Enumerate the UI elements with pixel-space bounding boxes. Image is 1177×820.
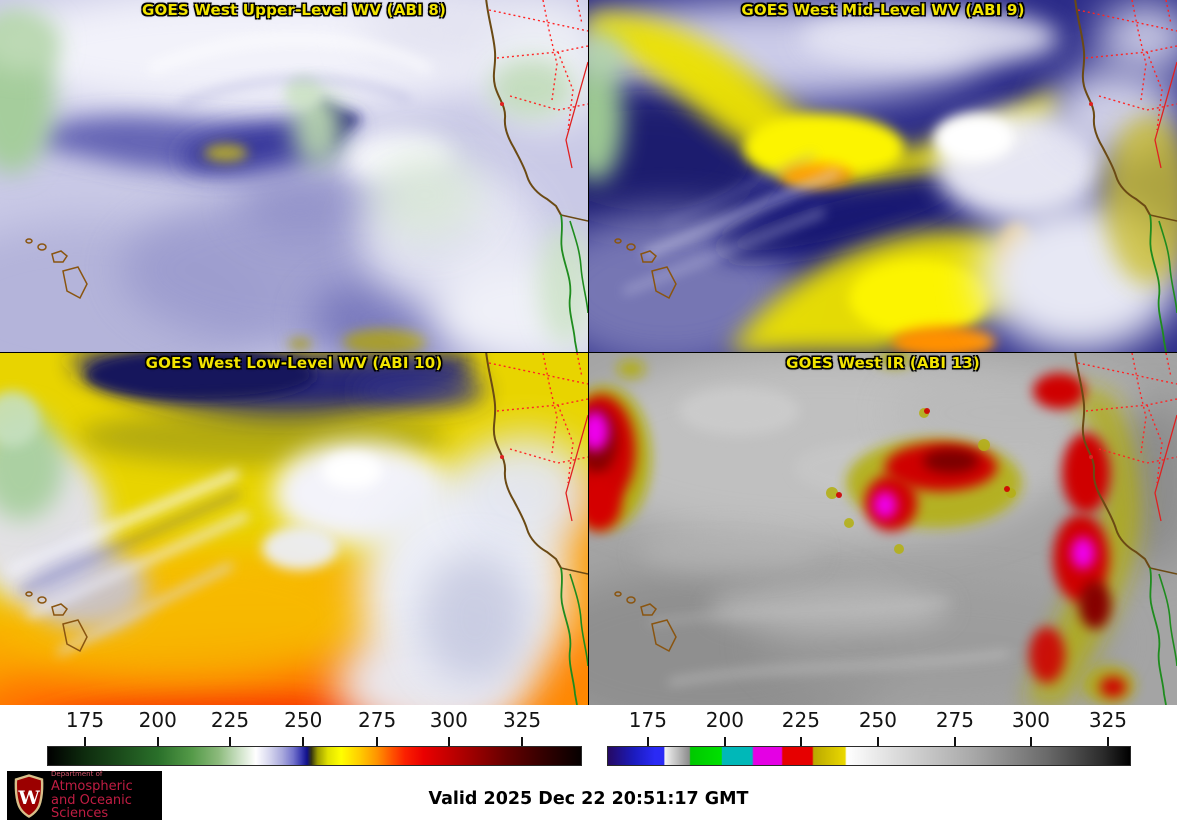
satellite-image-mid-wv	[589, 0, 1177, 352]
valid-timestamp: Valid 2025 Dec 22 20:51:17 GMT	[428, 789, 749, 809]
satellite-image-low-wv	[0, 353, 588, 705]
tick-label: 225	[781, 708, 820, 732]
tick-label: 175	[65, 708, 105, 732]
panel-low-level-wv: GOES West Low-Level WV (ABI 10)	[0, 353, 588, 705]
panel-mid-level-wv: GOES West Mid-Level WV (ABI 9)	[589, 0, 1177, 352]
wv-colorbar-gradient	[47, 746, 582, 766]
tick-label: 250	[858, 708, 897, 732]
satellite-image-ir	[589, 353, 1177, 705]
uw-crest-icon: W	[14, 773, 44, 818]
tick-label: 300	[1011, 708, 1050, 732]
tick-label: 300	[429, 708, 468, 732]
tick-label: 200	[138, 708, 177, 732]
ir-colorbar-tickmarks	[607, 737, 1131, 746]
logo-line-oceanic: and Oceanic Sciences	[51, 793, 132, 820]
panel-ir: GOES West IR (ABI 13)	[589, 353, 1177, 705]
tick-label: 275	[935, 708, 975, 732]
logo-text: Department of Atmospheric and Oceanic Sc…	[51, 771, 162, 820]
quad-panel-grid: GOES West Upper-Level WV (ABI 8)	[0, 0, 1177, 705]
satellite-image-upper-wv	[0, 0, 588, 352]
ir-colorbar-labels: 175 200 225 250 275 300 325	[607, 708, 1131, 736]
wv-colorbar-labels: 175 200 225 250 275 300 325	[47, 708, 582, 736]
uw-aos-logo: W Department of Atmospheric and Oceanic …	[7, 771, 162, 820]
tick-label: 175	[628, 708, 667, 732]
ir-colorbar-gradient	[607, 746, 1131, 766]
tick-label: 200	[705, 708, 744, 732]
ir-colorbar: 175 200 225 250 275 300 325	[607, 708, 1131, 766]
tick-label: 325	[502, 708, 542, 732]
tick-label: 225	[210, 708, 250, 732]
wv-colorbar-tickmarks	[47, 737, 582, 746]
footer: W Department of Atmospheric and Oceanic …	[0, 768, 1177, 820]
colorbar-strip: 175 200 225 250 275 300 325 175 200 225 …	[0, 705, 1177, 768]
tick-label: 250	[284, 708, 323, 732]
tick-label: 275	[358, 708, 397, 732]
logo-department-of: Department of	[51, 770, 103, 778]
tick-label: 325	[1088, 708, 1128, 732]
panel-upper-level-wv: GOES West Upper-Level WV (ABI 8)	[0, 0, 588, 352]
logo-line-atmospheric: Atmospheric	[51, 779, 133, 794]
wv-colorbar: 175 200 225 250 275 300 325	[47, 708, 582, 766]
svg-text:W: W	[17, 787, 40, 809]
